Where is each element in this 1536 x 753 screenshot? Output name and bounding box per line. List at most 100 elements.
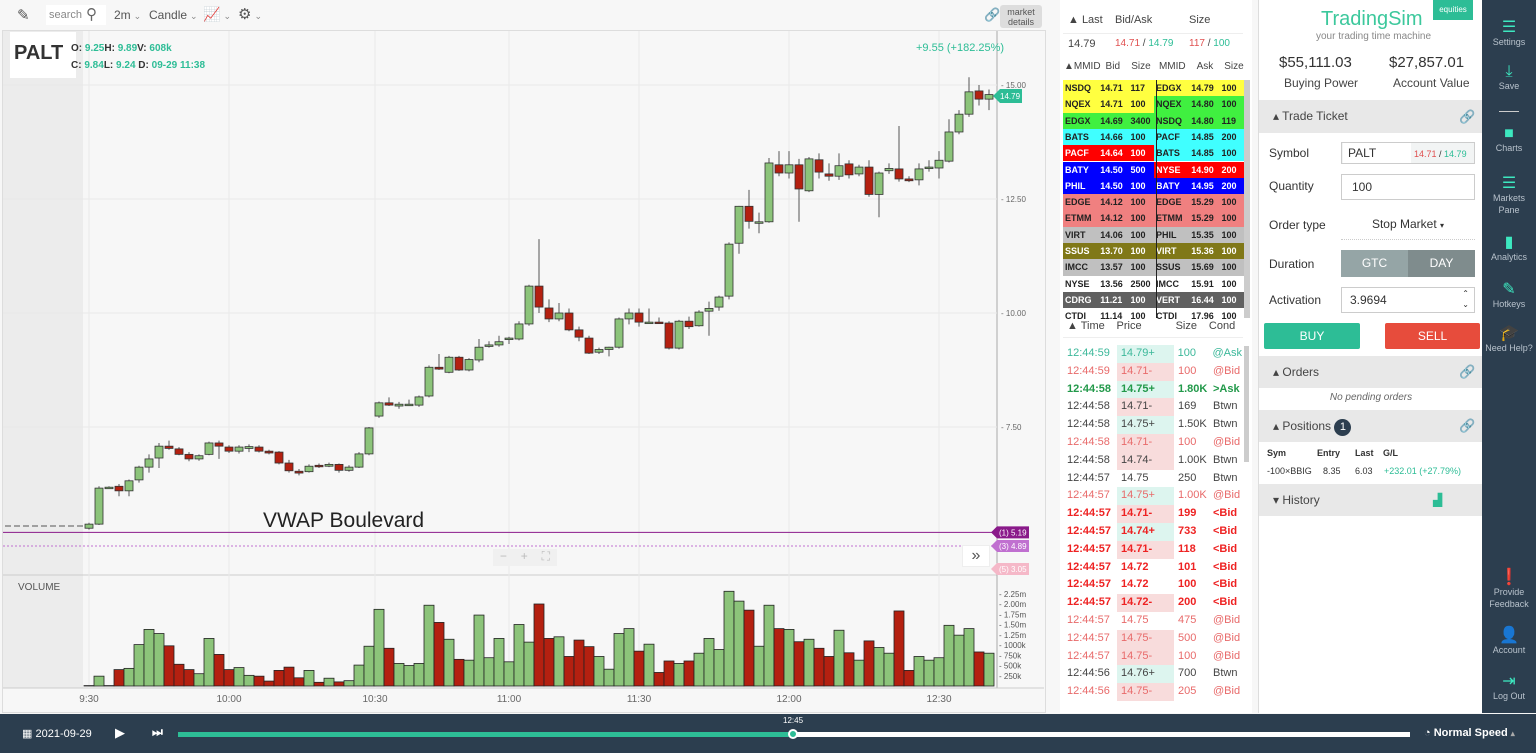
candle[interactable]	[434, 366, 444, 370]
volume-bar[interactable]	[673, 663, 685, 687]
level2-row[interactable]: IMCC 13.57 100 SSUS 15.69 100	[1063, 259, 1245, 276]
candle[interactable]	[124, 480, 134, 492]
sidebar-item-charts[interactable]: ■ Charts	[1482, 126, 1536, 154]
quantity-field[interactable]: 100	[1341, 174, 1475, 200]
zoom-in-icon[interactable]: +	[520, 549, 528, 563]
candle[interactable]	[884, 168, 894, 172]
level2-col-0[interactable]: ▲MMID	[1064, 61, 1101, 72]
volume-bar[interactable]	[883, 652, 895, 687]
sidebar-item-provide-feedback[interactable]: ❗ Provide Feedback	[1482, 570, 1536, 610]
volume-bar[interactable]	[653, 672, 665, 687]
order-type-dropdown[interactable]: Stop Market ▾	[1341, 212, 1475, 240]
link-icon[interactable]: 🔗	[984, 7, 1001, 22]
candle[interactable]	[644, 321, 654, 325]
tape-col-1[interactable]: Price	[1116, 320, 1142, 332]
candle[interactable]	[114, 485, 124, 492]
candle[interactable]	[174, 448, 184, 455]
candle[interactable]	[914, 168, 924, 181]
candle[interactable]	[194, 455, 204, 460]
volume-bar[interactable]	[493, 638, 505, 687]
volume-bar[interactable]	[413, 663, 425, 687]
volume-bar[interactable]	[483, 657, 495, 687]
candle[interactable]	[244, 446, 254, 449]
chart-type-dropdown[interactable]: Candle ⌄	[149, 8, 198, 22]
volume-bar[interactable]	[793, 641, 805, 687]
candle[interactable]	[794, 164, 804, 190]
volume-bar[interactable]	[913, 656, 925, 687]
candle[interactable]	[284, 462, 294, 472]
volume-bar[interactable]	[943, 624, 955, 687]
candle[interactable]	[984, 94, 994, 100]
candle[interactable]	[184, 453, 194, 460]
candle[interactable]	[634, 312, 644, 323]
candle[interactable]	[374, 402, 384, 417]
orders-header[interactable]: ▴ Orders 🔗	[1259, 356, 1483, 388]
volume-bar[interactable]	[903, 670, 915, 687]
volume-bar[interactable]	[833, 629, 845, 687]
candle[interactable]	[264, 450, 274, 454]
pencil-icon[interactable]: ✎	[17, 7, 30, 24]
history-header[interactable]: ▾ History ▟	[1259, 484, 1483, 516]
indicators-icon[interactable]: 📈 ⌄	[203, 6, 231, 22]
volume-bar[interactable]	[153, 633, 165, 687]
candle[interactable]	[414, 396, 424, 406]
candle[interactable]	[974, 90, 984, 100]
level2-col-3[interactable]: MMID	[1158, 61, 1186, 72]
tape-scrollbar[interactable]	[1244, 346, 1249, 462]
candle[interactable]	[874, 172, 884, 195]
volume-bar[interactable]	[473, 614, 485, 687]
candle[interactable]	[534, 285, 544, 308]
candle[interactable]	[594, 349, 604, 353]
volume-bar[interactable]	[343, 680, 355, 687]
volume-bar[interactable]	[253, 675, 265, 687]
volume-bar[interactable]	[593, 656, 605, 687]
tape-col-3[interactable]: Cond	[1208, 320, 1236, 332]
day-button[interactable]: DAY	[1408, 250, 1475, 277]
volume-bar[interactable]	[753, 645, 765, 687]
volume-bar[interactable]	[743, 609, 755, 687]
level2-row[interactable]: PACF 14.64 100 BATS 14.85 100	[1063, 145, 1245, 162]
candle[interactable]	[664, 322, 674, 349]
volume-bar[interactable]	[843, 652, 855, 687]
volume-bar[interactable]	[623, 628, 635, 687]
symbol-field[interactable]: PALT 14.71 / 14.79	[1341, 142, 1475, 164]
candle[interactable]	[744, 205, 754, 222]
candle[interactable]	[424, 366, 434, 397]
candle[interactable]	[504, 337, 514, 340]
price-chart[interactable]: - 15.00 - 12.50 - 10.00 - 7.50 9:30 10:00 10:3…	[0, 0, 1046, 713]
volume-bar[interactable]	[293, 677, 305, 687]
volume-bar[interactable]	[283, 666, 295, 687]
sidebar-item-analytics[interactable]: ▮ Analytics	[1482, 235, 1536, 263]
volume-bar[interactable]	[453, 658, 465, 687]
candle[interactable]	[804, 158, 814, 192]
volume-bar[interactable]	[513, 624, 525, 687]
candle[interactable]	[684, 320, 694, 328]
candle[interactable]	[274, 451, 284, 464]
market-details-button[interactable]: market details	[1000, 5, 1042, 28]
candle[interactable]	[824, 173, 834, 177]
level2-row[interactable]: ETMM 14.12 100 ETMM 15.29 100	[1063, 210, 1245, 227]
sidebar-item-settings[interactable]: ☰ Settings	[1482, 20, 1536, 48]
sidebar-item-need-help-[interactable]: 🎓 Need Help?	[1482, 326, 1536, 354]
volume-bar[interactable]	[403, 665, 415, 687]
last-header[interactable]: ▲ Last	[1068, 14, 1103, 26]
volume-bar[interactable]	[923, 659, 935, 687]
sidebar-item-markets-pane[interactable]: ☰ Markets Pane	[1482, 176, 1536, 216]
volume-bar[interactable]	[423, 604, 435, 687]
candle[interactable]	[904, 178, 914, 182]
candle[interactable]	[774, 164, 784, 174]
volume-bar[interactable]	[213, 654, 225, 687]
level2-col-4[interactable]: Ask	[1196, 61, 1214, 72]
candle[interactable]	[764, 162, 774, 223]
sell-button[interactable]: SELL	[1385, 323, 1480, 349]
candle[interactable]	[944, 131, 954, 162]
level2-row[interactable]: NSDQ 14.71 117 EDGX 14.79 100	[1063, 80, 1245, 97]
volume-bar[interactable]	[763, 604, 775, 687]
candle[interactable]	[494, 341, 504, 346]
candle[interactable]	[204, 442, 214, 455]
volume-bar[interactable]	[873, 647, 885, 687]
volume-bar[interactable]	[433, 622, 445, 687]
volume-bar[interactable]	[193, 673, 205, 687]
candle[interactable]	[654, 321, 664, 325]
level2-row[interactable]: SSUS 13.70 100 VIRT 15.36 100	[1063, 243, 1245, 260]
